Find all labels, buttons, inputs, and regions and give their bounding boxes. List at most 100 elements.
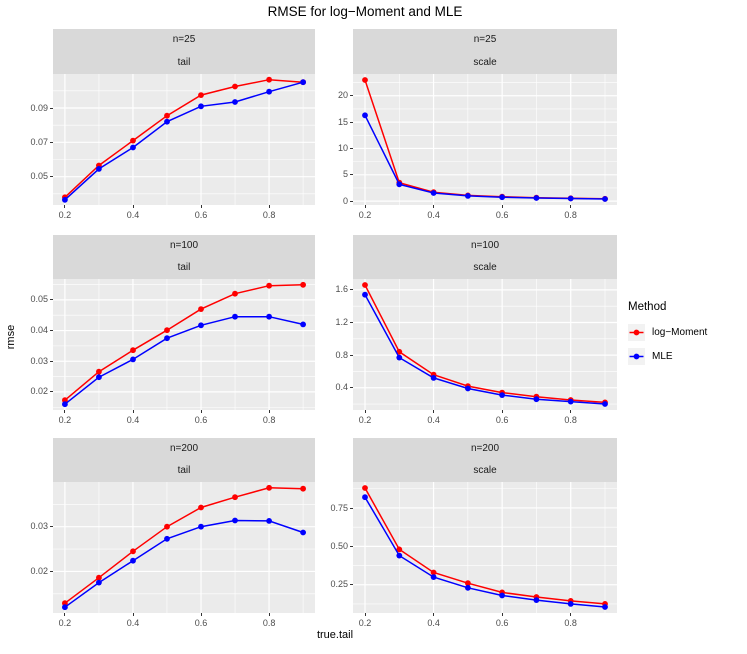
x-tick-label: 0.2 [58,618,72,628]
x-tick-label: 0.8 [262,210,276,220]
y-tick-mark [50,526,53,528]
facet-group-label: n=25 [473,34,497,46]
x-tick-label: 0.8 [564,210,577,220]
series-line-mle [64,81,304,201]
data-point-log-moment [198,306,204,312]
facet-strip-n-200-scale: n=200 scale [353,438,617,482]
plot-title: RMSE for log−Moment and MLE [267,4,463,19]
x-tick-mark [268,410,270,413]
legend: Method log−Moment MLE [628,301,707,372]
panel-background [353,74,617,205]
y-tick-label: 20 [337,90,348,101]
data-point-log-moment [396,546,403,553]
data-point-mle [300,321,306,328]
data-point-log-moment [396,348,403,355]
y-tick-label: 1.6 [335,284,348,295]
data-point-mle [232,99,238,105]
data-point-mle [130,356,136,363]
series-line-log-moment [64,78,304,198]
y-tick-label: 10 [337,143,348,153]
y-tick-label: 1.2 [335,317,348,327]
x-tick-mark [501,410,503,413]
data-point-mle [533,195,540,201]
x-tick-mark [570,205,572,208]
legend-key-mle-icon [628,348,645,365]
y-tick-mark [50,141,53,143]
data-point-log-moment [130,137,136,144]
data-point-log-moment [430,569,437,576]
x-tick-label: 0.4 [126,415,140,425]
x-tick-mark [364,410,366,413]
panel-plot-n-200-tail [53,482,315,613]
data-point-mle [198,523,204,530]
x-tick-label: 0.6 [495,618,509,628]
x-tick-label: 0.6 [495,210,509,220]
data-point-mle [266,313,272,320]
data-point-mle [602,604,608,610]
data-point-log-moment [164,523,170,530]
facet-strip-n-200-tail: n=200 tail [53,438,315,482]
data-point-mle [362,494,368,501]
x-tick-label: 0.2 [58,210,72,220]
x-tick-mark [132,410,134,413]
data-point-mle [499,592,505,599]
x-tick-label: 0.6 [194,415,208,425]
data-point-mle [96,579,102,586]
data-point-log-moment [266,282,272,289]
x-tick-mark [132,613,134,616]
facet-variable-label: scale [473,262,497,273]
y-tick-label: 5 [342,169,348,180]
data-point-mle [602,401,608,407]
x-tick-label: 0.6 [495,415,509,425]
data-point-mle [62,604,68,611]
y-tick-mark [350,148,353,149]
facet-variable-label: scale [473,465,497,476]
x-tick-mark [364,205,366,208]
data-point-mle [62,196,68,203]
facet-strip-n-25-tail: n=25 tail [53,29,315,74]
series-line-mle [64,519,304,608]
y-tick-label: 15 [337,116,348,127]
y-tick-mark [350,584,353,586]
data-point-log-moment [300,485,306,492]
facet-variable-label: tail [177,56,191,68]
data-point-mle [465,584,471,591]
x-tick-mark [501,613,503,616]
data-point-log-moment [62,397,68,404]
x-tick-mark [132,205,134,208]
facet-variable-label: scale [473,56,497,68]
y-tick-mark [350,200,353,202]
x-axis-title: true.tail [316,629,354,641]
y-tick-mark [350,121,353,123]
data-point-mle [602,196,608,202]
data-point-mle [362,291,368,298]
y-tick-mark [350,174,353,176]
data-point-mle [232,517,238,524]
x-tick-label: 0.8 [262,618,276,628]
x-tick-label: 0.4 [427,618,440,628]
y-tick-mark [350,354,353,356]
x-tick-mark [64,410,66,413]
y-tick-mark [350,545,353,547]
panel-plot-n-100-scale [353,279,617,410]
data-point-mle [164,335,170,342]
data-point-mle [130,144,136,151]
x-tick-label: 0.4 [427,210,440,220]
x-tick-label: 0.8 [564,618,577,628]
data-point-mle [266,518,272,524]
series-line-mle [64,315,304,405]
facet-group-label: n=100 [470,240,500,251]
y-tick-label: 0 [342,195,348,206]
y-tick-label: 0.07 [30,136,48,147]
y-tick-label: 0.4 [335,382,348,393]
y-tick-label: 0.09 [30,102,48,113]
y-tick-mark [350,322,353,323]
y-tick-label: 0.8 [335,349,348,360]
data-point-mle [164,535,170,542]
data-point-mle [567,601,574,607]
facet-variable-label: tail [177,262,191,273]
panel-background [53,74,315,205]
data-point-mle [430,574,437,580]
data-point-mle [300,529,306,536]
